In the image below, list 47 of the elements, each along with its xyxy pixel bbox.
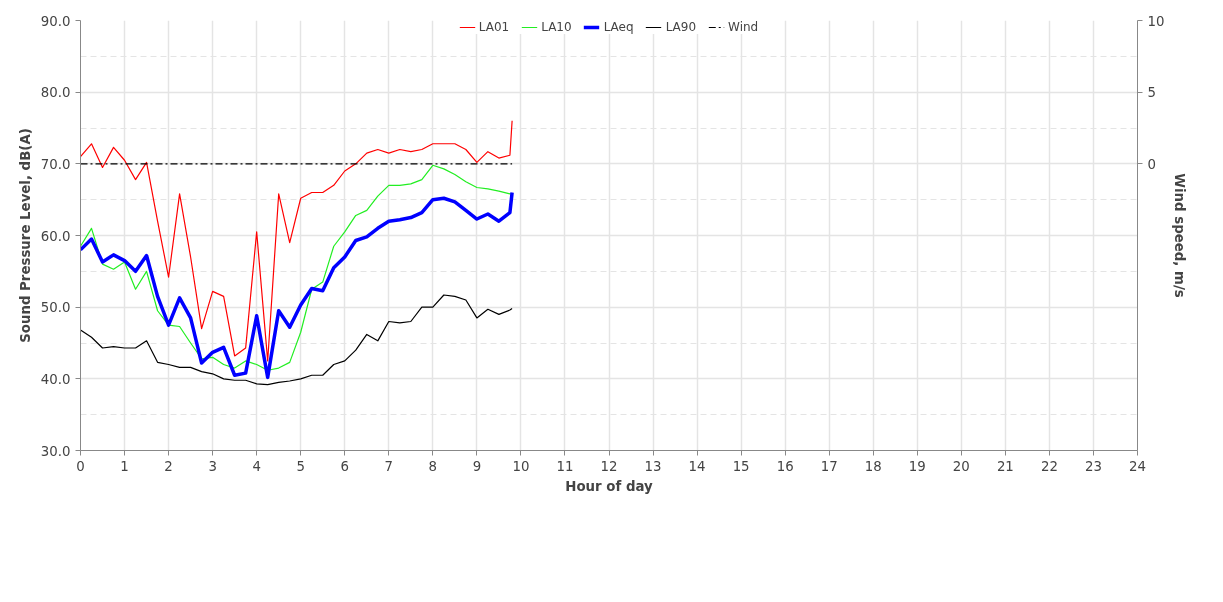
y-tick-label: 40.0 bbox=[40, 371, 71, 387]
legend-label: LA01 bbox=[478, 20, 510, 34]
x-tick-label: 7 bbox=[384, 458, 394, 474]
x-tick-label: 9 bbox=[472, 458, 482, 474]
x-tick-label: 3 bbox=[208, 458, 217, 474]
x-tick-label: 20 bbox=[952, 458, 970, 474]
y-tick-label: 30.0 bbox=[40, 443, 71, 459]
x-tick-label: 0 bbox=[76, 458, 85, 474]
y-axis-title: Sound Pressure Level, dB(A) bbox=[17, 128, 33, 343]
line-series bbox=[80, 120, 513, 362]
x-tick-label: 24 bbox=[1129, 458, 1146, 474]
x-tick-label: 17 bbox=[820, 458, 838, 474]
line-series bbox=[80, 190, 514, 380]
x-tick-label: 13 bbox=[644, 458, 662, 474]
y-tick-label: 70.0 bbox=[40, 156, 71, 172]
x-tick-label: 11 bbox=[556, 458, 574, 474]
x-tick-label: 15 bbox=[732, 458, 750, 474]
x-tick-label: 22 bbox=[1040, 458, 1058, 474]
x-tick-label: 4 bbox=[252, 458, 261, 474]
x-tick-label: 21 bbox=[996, 458, 1014, 474]
legend-label: LA10 bbox=[541, 20, 572, 34]
x-tick-label: 8 bbox=[428, 458, 438, 474]
y-tick-label: 80.0 bbox=[40, 85, 71, 101]
y-tick-label: 90.0 bbox=[40, 13, 71, 29]
y2-tick-label: 5 bbox=[1147, 85, 1156, 101]
x-tick-label: 6 bbox=[340, 458, 349, 474]
x-tick-label: 19 bbox=[908, 458, 926, 474]
legend-label: Wind bbox=[728, 20, 759, 34]
y-tick-label: 50.0 bbox=[40, 300, 71, 316]
x-tick-label: 18 bbox=[864, 458, 882, 474]
x-tick-label: 14 bbox=[688, 458, 706, 474]
x-tick-label: 23 bbox=[1084, 458, 1102, 474]
y2-tick-label: 10 bbox=[1147, 13, 1165, 29]
x-tick-label: 5 bbox=[296, 458, 305, 474]
x-tick-label: 12 bbox=[600, 458, 618, 474]
y-tick-label: 60.0 bbox=[40, 228, 71, 244]
x-tick-label: 2 bbox=[164, 458, 173, 474]
x-tick-label: 16 bbox=[776, 458, 794, 474]
legend-label: LAeq bbox=[603, 20, 634, 34]
y2-tick-label: 0 bbox=[1147, 156, 1156, 172]
legend-label: LA90 bbox=[665, 20, 697, 34]
y2-axis-title: Wind speed, m/s bbox=[1172, 173, 1188, 298]
x-tick-label: 10 bbox=[512, 458, 530, 474]
x-axis-title: Hour of day bbox=[565, 478, 654, 494]
line-series bbox=[80, 294, 513, 386]
line-series bbox=[80, 164, 513, 371]
x-tick-label: 1 bbox=[120, 458, 129, 474]
